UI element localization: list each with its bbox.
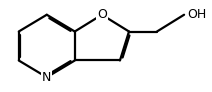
Text: O: O xyxy=(97,8,107,21)
Text: N: N xyxy=(42,71,52,84)
Text: OH: OH xyxy=(188,8,207,21)
